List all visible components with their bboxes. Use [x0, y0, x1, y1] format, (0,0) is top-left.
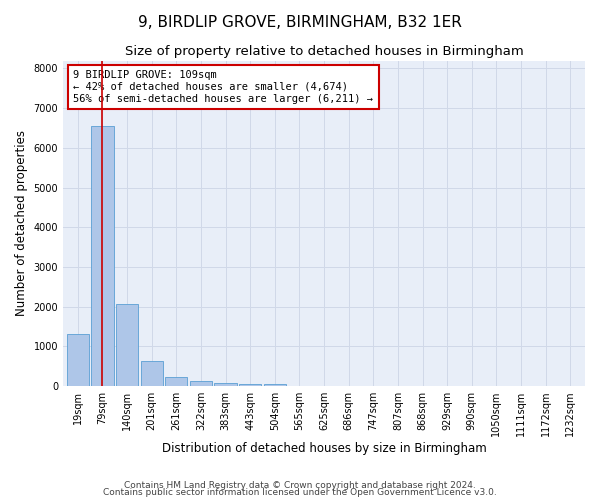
- Title: Size of property relative to detached houses in Birmingham: Size of property relative to detached ho…: [125, 45, 523, 58]
- Text: 9, BIRDLIP GROVE, BIRMINGHAM, B32 1ER: 9, BIRDLIP GROVE, BIRMINGHAM, B32 1ER: [138, 15, 462, 30]
- X-axis label: Distribution of detached houses by size in Birmingham: Distribution of detached houses by size …: [161, 442, 487, 455]
- Bar: [190, 382, 212, 386]
- Text: 9 BIRDLIP GROVE: 109sqm
← 42% of detached houses are smaller (4,674)
56% of semi: 9 BIRDLIP GROVE: 109sqm ← 42% of detache…: [73, 70, 373, 104]
- Bar: [67, 334, 89, 386]
- Bar: [239, 384, 261, 386]
- Text: Contains HM Land Registry data © Crown copyright and database right 2024.: Contains HM Land Registry data © Crown c…: [124, 480, 476, 490]
- Bar: [91, 126, 113, 386]
- Bar: [116, 304, 138, 386]
- Text: Contains public sector information licensed under the Open Government Licence v3: Contains public sector information licen…: [103, 488, 497, 497]
- Y-axis label: Number of detached properties: Number of detached properties: [15, 130, 28, 316]
- Bar: [140, 361, 163, 386]
- Bar: [264, 384, 286, 386]
- Bar: [214, 382, 236, 386]
- Bar: [165, 376, 187, 386]
